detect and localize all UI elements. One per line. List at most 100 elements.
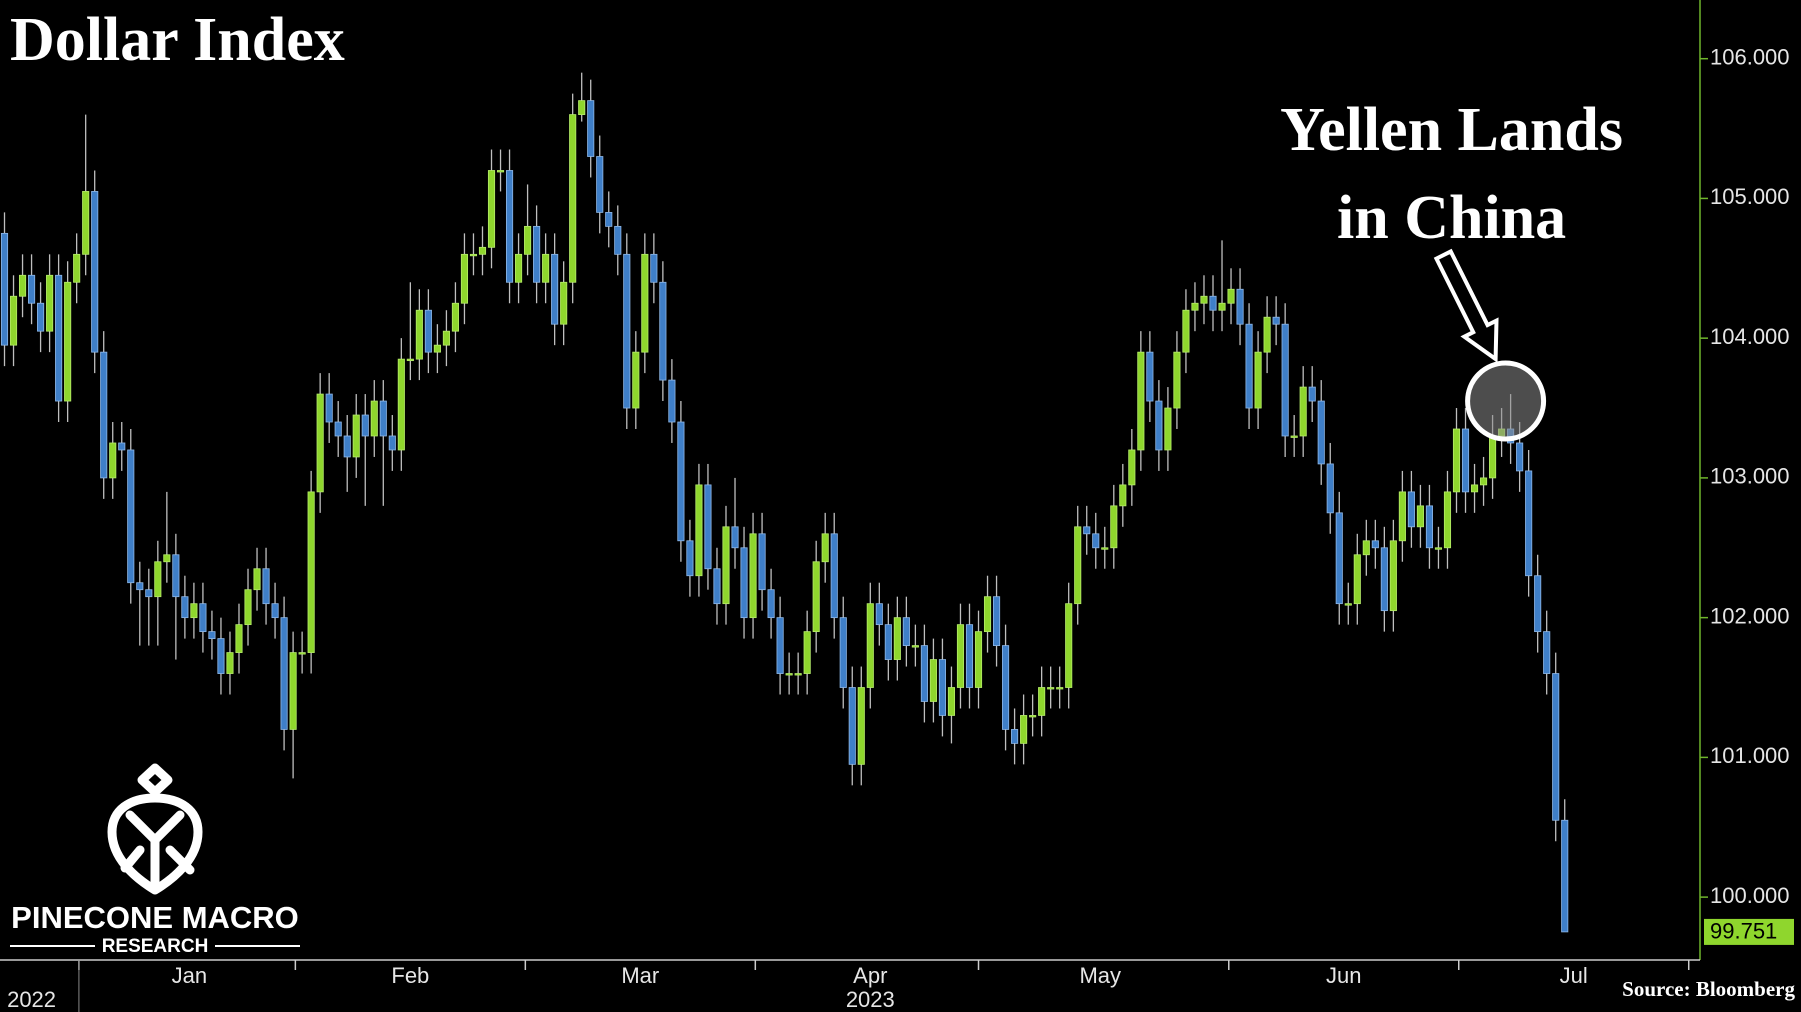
candle-body: [1128, 449, 1136, 486]
candle-body: [37, 302, 45, 332]
candle-body: [1137, 351, 1145, 451]
x-tick-label: Jul: [1560, 963, 1588, 988]
candle-body: [875, 603, 883, 626]
candle-body: [659, 281, 667, 381]
candle-body: [298, 652, 306, 655]
candle-body: [938, 659, 946, 716]
candle-body: [127, 449, 135, 584]
x-tick-label: Mar: [621, 963, 659, 988]
source: Source: Bloomberg: [1622, 977, 1795, 1001]
candle-body: [632, 351, 640, 409]
candle-body: [974, 631, 983, 688]
last-value-box: [1704, 918, 1794, 945]
candle-body: [1380, 547, 1388, 612]
candle-body: [1317, 400, 1325, 465]
x-tick-label: Jan: [172, 963, 207, 988]
candle-body: [533, 225, 541, 283]
candle-body: [821, 533, 829, 563]
candle-body: [1362, 540, 1370, 556]
y-tick-label: 101.000: [1710, 743, 1790, 768]
candle-body: [776, 617, 784, 674]
candle-body: [1416, 505, 1424, 528]
last-value-label: 99.751: [1710, 919, 1777, 944]
candle-body: [1002, 645, 1010, 730]
candle-body: [172, 554, 180, 598]
candle-body: [1543, 631, 1551, 674]
candle-body: [1335, 512, 1343, 605]
candle-body: [569, 114, 577, 283]
candle-body: [1353, 554, 1361, 605]
candle-body: [1056, 687, 1064, 690]
candle-body: [190, 603, 198, 619]
candle-body: [641, 253, 649, 353]
candle-body: [713, 568, 721, 605]
candle-body: [505, 170, 514, 283]
logo-top: [137, 763, 173, 797]
candle-body: [965, 624, 974, 688]
candle-body: [1525, 470, 1533, 577]
annotation-text: in China: [1337, 184, 1566, 252]
candle-body: [109, 442, 117, 479]
candle-body: [1516, 442, 1524, 472]
candle-body: [487, 170, 496, 248]
candle-body: [469, 253, 478, 257]
candle-body: [253, 568, 261, 591]
candle-body: [1146, 351, 1154, 402]
candle-body: [596, 156, 604, 213]
candle-body: [307, 491, 315, 653]
candle-body: [1155, 400, 1163, 451]
candle-body: [1245, 323, 1253, 409]
candle-body: [1110, 505, 1118, 549]
candle-body: [920, 645, 928, 702]
candle-body: [1290, 435, 1298, 438]
candle-body: [1020, 715, 1028, 744]
candle-body: [704, 484, 712, 570]
candle-body: [893, 617, 901, 660]
candle-body: [1101, 547, 1109, 550]
candle-body: [1470, 484, 1479, 493]
x-tick-label: Jun: [1326, 963, 1361, 988]
candle-body: [397, 358, 405, 451]
candle-body: [731, 526, 739, 549]
candle-body: [1443, 491, 1452, 549]
candle-body: [1182, 309, 1190, 353]
candle-body: [560, 281, 568, 325]
candle-body: [1191, 302, 1199, 311]
annotation-arrow: [1433, 248, 1499, 363]
x-tick-label: Apr: [853, 963, 887, 988]
candle-body: [902, 617, 910, 646]
y-tick-label: 103.000: [1710, 464, 1790, 489]
candle-body: [1011, 729, 1019, 744]
candle-body: [496, 170, 505, 173]
candle-body: [695, 484, 703, 577]
candle-body: [929, 659, 937, 702]
candle-body: [100, 351, 108, 479]
candle-body: [352, 414, 360, 458]
candle-body: [1209, 295, 1217, 311]
candle-body: [578, 100, 586, 115]
candle-body: [28, 274, 36, 304]
y-tick-label: 100.000: [1710, 883, 1790, 908]
candle-body: [1065, 603, 1073, 688]
candle-body: [1398, 491, 1406, 542]
candle-body: [1047, 687, 1055, 690]
candle-body: [758, 533, 766, 591]
candle-body: [361, 414, 369, 437]
candle-body: [1074, 526, 1082, 605]
candle-body: [1371, 540, 1379, 549]
candle-body: [785, 673, 793, 676]
candle-body: [1534, 575, 1542, 633]
candle-body: [884, 624, 892, 660]
candle-body: [163, 554, 171, 563]
candle-body: [424, 309, 432, 353]
candle-body: [388, 435, 396, 451]
candle-body: [1164, 407, 1172, 451]
candle-body: [325, 393, 333, 423]
candle-body: [839, 617, 847, 688]
candle-body: [460, 253, 469, 304]
candle-body: [199, 603, 207, 633]
candle-body: [614, 225, 622, 255]
candle-body: [1308, 386, 1316, 402]
candle-body: [370, 400, 378, 437]
